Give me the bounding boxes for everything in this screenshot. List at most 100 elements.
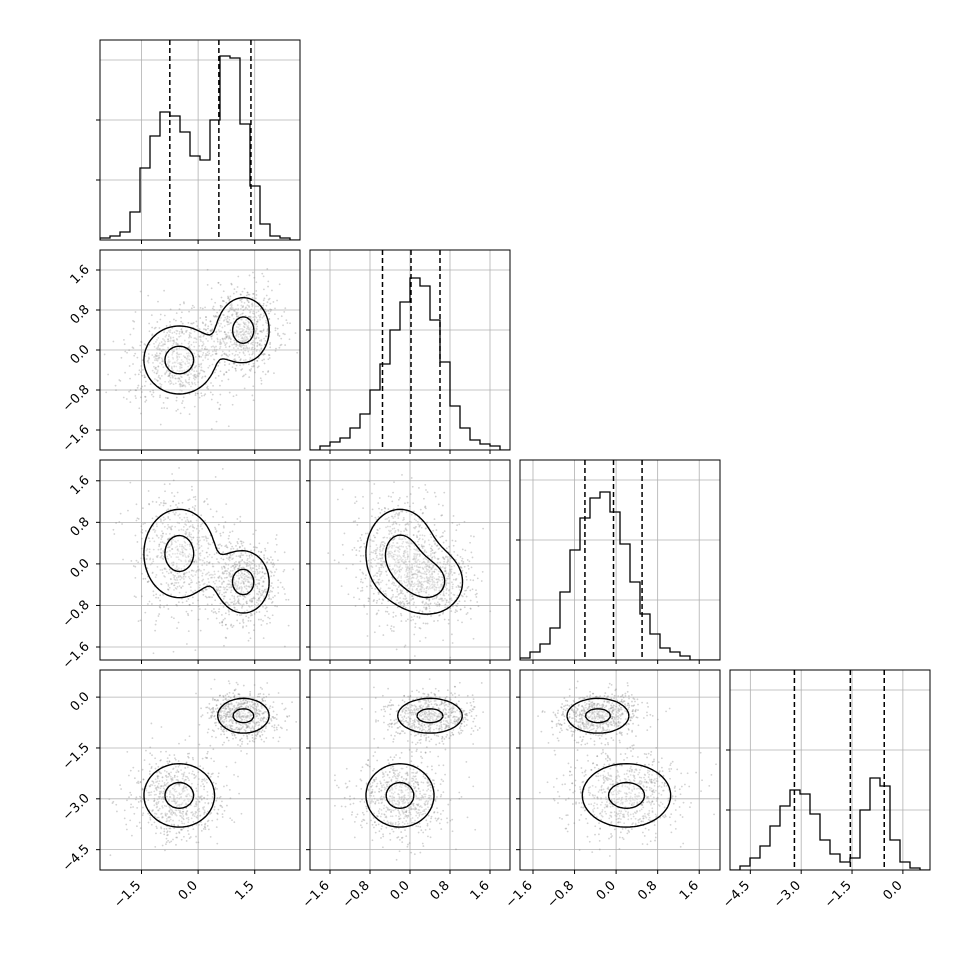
- sample-point: [141, 391, 143, 393]
- density-cell: [390, 560, 395, 565]
- sample-point: [244, 288, 246, 290]
- density-cell: [155, 360, 160, 365]
- sample-point: [249, 275, 251, 277]
- sample-point: [104, 354, 106, 356]
- sample-point: [266, 268, 268, 270]
- sample-point: [464, 590, 466, 592]
- sample-point: [196, 321, 198, 323]
- density-cell: [245, 300, 250, 305]
- sample-point: [155, 327, 157, 329]
- sample-point: [213, 594, 215, 596]
- sample-point: [365, 533, 367, 535]
- sample-point: [379, 512, 381, 514]
- sample-point: [164, 490, 166, 492]
- density-cell: [225, 560, 230, 565]
- sample-point: [296, 352, 298, 354]
- density-cell: [375, 530, 380, 535]
- sample-point: [151, 333, 153, 335]
- sample-point: [223, 373, 225, 375]
- sample-point: [470, 579, 472, 581]
- density-cell: [385, 525, 390, 530]
- sample-point: [139, 345, 141, 347]
- density-cell: [190, 535, 195, 540]
- sample-point: [187, 598, 189, 600]
- sample-point: [283, 588, 285, 590]
- sample-point: [267, 358, 269, 360]
- density-cell: [185, 580, 190, 585]
- sample-point: [152, 501, 154, 503]
- sample-point: [222, 551, 224, 553]
- density-cell: [220, 350, 225, 355]
- density-cell: [230, 345, 235, 350]
- sample-point: [366, 613, 368, 615]
- sample-point: [272, 614, 274, 616]
- sample-point: [472, 588, 474, 590]
- sample-point: [171, 492, 173, 494]
- sample-point: [230, 543, 232, 545]
- density-cell: [185, 520, 190, 525]
- sample-point: [263, 554, 265, 556]
- density-cell: [255, 315, 260, 320]
- density-cell: [255, 575, 260, 580]
- sample-point: [277, 592, 279, 594]
- sample-point: [355, 549, 357, 551]
- density-cell: [245, 345, 250, 350]
- density-cell: [220, 585, 225, 590]
- sample-point: [263, 299, 265, 301]
- density-cell: [240, 555, 245, 560]
- sample-point: [213, 306, 215, 308]
- density-cell: [250, 580, 255, 585]
- density-cell: [205, 555, 210, 560]
- sample-point: [199, 317, 201, 319]
- sample-point: [229, 531, 231, 533]
- sample-point: [267, 301, 269, 303]
- y-tick-label: 1.6: [68, 262, 93, 287]
- density-cell: [160, 585, 165, 590]
- sample-point: [262, 620, 264, 622]
- sample-point: [457, 619, 459, 621]
- sample-point: [418, 487, 420, 489]
- density-cell: [175, 590, 180, 595]
- density-cell: [185, 380, 190, 385]
- density-cell: [180, 560, 185, 565]
- sample-point: [159, 395, 161, 397]
- sample-point: [220, 284, 222, 286]
- sample-point: [354, 547, 356, 549]
- sample-point: [410, 620, 412, 622]
- sample-point: [269, 622, 271, 624]
- sample-point: [471, 566, 473, 568]
- sample-point: [242, 545, 244, 547]
- sample-point: [237, 543, 239, 545]
- density-cell: [160, 370, 165, 375]
- density-cell: [380, 555, 385, 560]
- density-cell: [390, 525, 395, 530]
- sample-point: [215, 612, 217, 614]
- density-cell: [195, 535, 200, 540]
- density-cell: [245, 350, 250, 355]
- sample-point: [442, 532, 444, 534]
- density-cell: [200, 540, 205, 545]
- sample-point: [244, 547, 246, 549]
- sample-point: [200, 392, 202, 394]
- sample-point: [366, 586, 368, 588]
- sample-point: [145, 381, 147, 383]
- sample-point: [281, 315, 283, 317]
- sample-point: [401, 474, 403, 476]
- sample-point: [236, 394, 238, 396]
- sample-point: [400, 615, 402, 617]
- sample-point: [263, 556, 265, 558]
- density-cell: [175, 380, 180, 385]
- sample-point: [378, 592, 380, 594]
- sample-point: [135, 397, 137, 399]
- sample-point: [141, 375, 143, 377]
- density-cell: [170, 350, 175, 355]
- sample-point: [155, 593, 157, 595]
- density-cell: [170, 540, 175, 545]
- sample-point: [277, 586, 279, 588]
- density-cell: [220, 570, 225, 575]
- sample-point: [442, 505, 444, 507]
- density-cell: [175, 525, 180, 530]
- sample-point: [132, 347, 134, 349]
- sample-point: [469, 560, 471, 562]
- sample-point: [197, 599, 199, 601]
